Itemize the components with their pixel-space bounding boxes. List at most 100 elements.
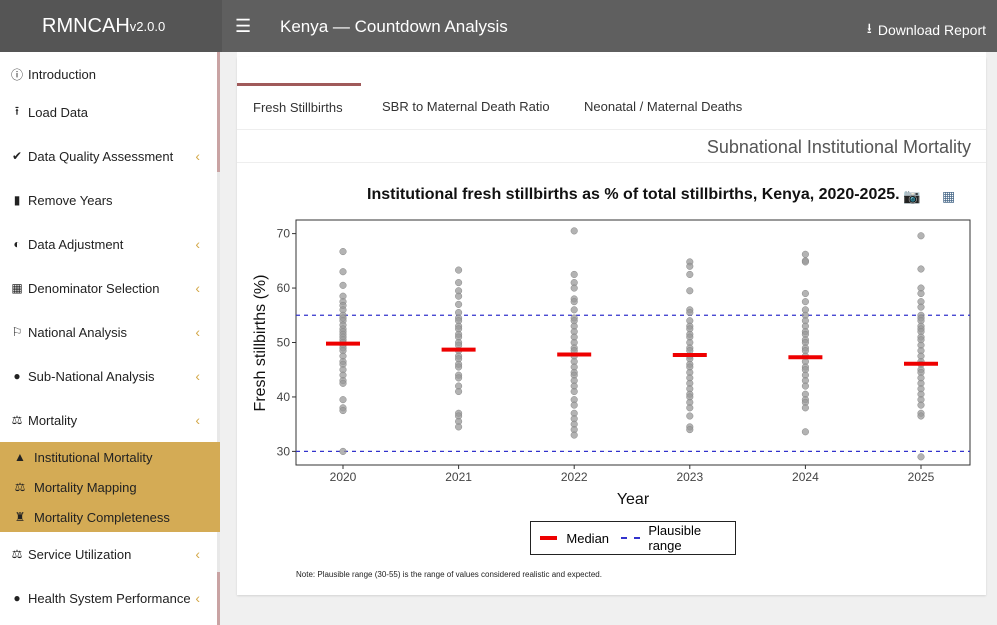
data-point xyxy=(570,284,578,292)
data-point xyxy=(455,423,463,431)
legend-median-swatch xyxy=(540,536,558,540)
y-tick-label: 50 xyxy=(277,336,291,350)
x-tick-label: 2020 xyxy=(330,470,357,484)
calculator-icon: ▦ xyxy=(11,281,23,295)
scale-icon: ⚖ xyxy=(11,413,23,427)
data-point xyxy=(801,298,809,306)
sidebar-item-mortality[interactable]: ⚖ Mortality ‹ xyxy=(0,398,220,442)
sidebar-item-data-quality[interactable]: ✔ Data Quality Assessment ‹ xyxy=(0,134,220,178)
map-icon: ▲ xyxy=(14,450,26,464)
chevron-left-icon: ‹ xyxy=(195,148,200,164)
x-axis-label: Year xyxy=(617,491,650,508)
submenu-item-label: Mortality Completeness xyxy=(34,509,170,525)
sidebar-item-denominator[interactable]: ▦ Denominator Selection ‹ xyxy=(0,266,220,310)
download-report-button[interactable]: ⭳ Download Report xyxy=(867,18,986,42)
sidebar-item-label: Data Quality Assessment xyxy=(28,148,174,164)
camera-icon[interactable]: 📷 xyxy=(903,188,921,204)
sidebar-item-data-adjustment[interactable]: ◐ Data Adjustment ‹ xyxy=(0,222,220,266)
data-point xyxy=(570,227,578,235)
submenu-item-institutional-mortality[interactable]: ▲ Institutional Mortality xyxy=(0,442,220,472)
sidebar-item-label: Data Adjustment xyxy=(28,236,124,252)
chart-title: Institutional fresh stillbirths as % of … xyxy=(367,186,900,203)
y-tick-label: 30 xyxy=(277,444,291,458)
sidebar-item-remove-years[interactable]: ▮ Remove Years xyxy=(0,178,220,222)
data-point xyxy=(801,382,809,390)
data-point xyxy=(917,401,925,409)
sidebar-item-load-data[interactable]: ⭱ Load Data xyxy=(0,90,220,134)
tab-sbr-maternal-ratio[interactable]: SBR to Maternal Death Ratio xyxy=(382,83,550,129)
user-slash-icon: ♜ xyxy=(14,510,26,524)
scale-icon: ⚖ xyxy=(11,547,23,561)
chevron-left-icon: ‹ xyxy=(195,280,200,296)
table-icon[interactable]: ▦ xyxy=(942,188,956,204)
data-point xyxy=(686,270,694,278)
sidebar-scrollbar[interactable] xyxy=(217,172,220,572)
legend-median-label: Median xyxy=(566,530,610,546)
sidebar-item-label: Denominator Selection xyxy=(28,280,160,296)
chevron-left-icon: ‹ xyxy=(195,590,200,606)
data-point xyxy=(917,265,925,273)
data-point xyxy=(455,374,463,382)
data-point xyxy=(917,289,925,298)
data-point xyxy=(801,428,809,436)
chart-legend: Median Plausible range xyxy=(530,521,736,555)
sidebar: ⓘ Introduction ⭱ Load Data ✔ Data Quality A… xyxy=(0,52,220,625)
sidebar-item-subnational[interactable]: ● Sub-National Analysis ‹ xyxy=(0,354,220,398)
download-icon: ⭳ xyxy=(866,20,872,36)
tab-neonatal-maternal-deaths[interactable]: Neonatal / Maternal Deaths xyxy=(584,83,742,129)
data-point xyxy=(339,396,347,404)
plot-panel xyxy=(295,219,971,466)
chevron-left-icon: ‹ xyxy=(195,412,200,428)
globe-icon: ● xyxy=(13,369,21,383)
sidebar-item-label: Introduction xyxy=(28,66,96,82)
globe-icon: ● xyxy=(13,591,21,605)
chart-note: Note: Plausible range (30-55) is the ran… xyxy=(296,570,602,579)
sidebar-item-label: Sub-National Analysis xyxy=(28,368,155,384)
sidebar-item-label: Remove Years xyxy=(28,192,113,208)
data-point xyxy=(686,287,694,295)
submenu-item-label: Mortality Mapping xyxy=(34,479,137,495)
section-title: Subnational Institutional Mortality xyxy=(706,137,971,157)
sidebar-item-service-utilization[interactable]: ⚖ Service Utilization ‹ xyxy=(0,532,220,576)
hamburger-menu-icon[interactable]: ☰ xyxy=(235,16,252,36)
y-tick-label: 70 xyxy=(277,227,291,241)
data-point xyxy=(339,281,347,289)
data-point xyxy=(455,292,463,300)
data-point xyxy=(801,258,809,266)
data-point xyxy=(570,306,578,314)
data-point xyxy=(570,431,578,439)
data-point xyxy=(686,412,694,420)
chevron-left-icon: ‹ xyxy=(195,236,200,252)
data-point xyxy=(339,268,347,276)
brand-version: v2.0.0 xyxy=(129,18,166,34)
brand-logo[interactable]: RMNCAH v2.0.0 xyxy=(0,0,222,52)
submenu-item-mortality-mapping[interactable]: ⚖ Mortality Mapping xyxy=(0,472,220,502)
flag-icon: ⚐ xyxy=(11,325,23,339)
mortality-submenu: ▲ Institutional Mortality ⚖ Mortality Mapp… xyxy=(0,442,220,532)
sidebar-item-introduction[interactable]: ⓘ Introduction xyxy=(0,52,220,96)
sidebar-item-health-system[interactable]: ● Health System Performance ‹ xyxy=(0,576,220,620)
data-point xyxy=(339,407,347,415)
sidebar-item-label: Load Data xyxy=(28,104,88,120)
y-axis-label: Fresh stillbirths (%) xyxy=(252,275,269,412)
page-title: Kenya — Countdown Analysis xyxy=(280,17,508,36)
data-point xyxy=(686,426,694,434)
top-navbar: RMNCAH v2.0.0 ☰ Kenya — Countdown Analysi… xyxy=(0,0,997,52)
data-point xyxy=(801,289,809,298)
tab-fresh-stillbirths[interactable]: Fresh Stillbirths xyxy=(237,83,361,129)
scale-icon: ⚖ xyxy=(14,480,26,494)
data-point xyxy=(339,248,347,256)
data-point xyxy=(570,387,578,396)
data-point xyxy=(686,262,694,270)
legend-range-label: Plausible range xyxy=(648,523,702,553)
data-point xyxy=(455,300,463,308)
adjust-icon: ◐ xyxy=(13,237,21,251)
x-tick-label: 2021 xyxy=(445,470,472,484)
x-tick-label: 2022 xyxy=(561,470,588,484)
sidebar-item-national[interactable]: ⚐ National Analysis ‹ xyxy=(0,310,220,354)
submenu-item-mortality-completeness[interactable]: ♜ Mortality Completeness xyxy=(0,502,220,532)
data-point xyxy=(339,447,347,455)
info-icon: ⓘ xyxy=(10,67,23,82)
sidebar-item-label: National Analysis xyxy=(28,324,127,340)
chevron-left-icon: ‹ xyxy=(195,546,200,562)
